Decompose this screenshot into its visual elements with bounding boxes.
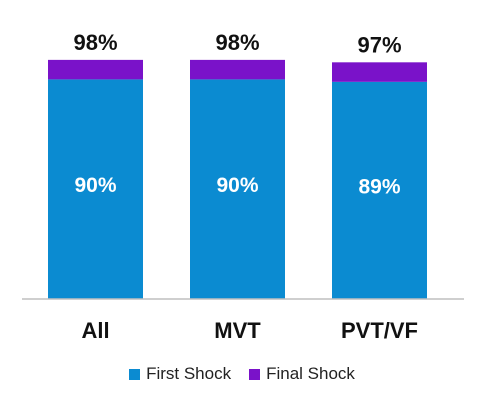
data-label-first-shock-pvt-vf: 89% (358, 175, 400, 198)
bar-first-shock-all (48, 79, 143, 300)
data-label-first-shock-all: 90% (74, 174, 116, 197)
category-label-all: All (81, 318, 109, 343)
legend-label-first-shock: First Shock (146, 364, 232, 383)
category-label-pvt-vf: PVT/VF (341, 318, 418, 343)
legend-item-first-shock: First Shock (129, 364, 231, 384)
bar-final-shock-mvt (190, 59, 285, 80)
category-label-mvt: MVT (214, 318, 261, 343)
legend-swatch-first-shock (129, 368, 141, 380)
total-label-all: 98% (73, 30, 117, 55)
bar-first-shock-pvt-vf (332, 81, 427, 299)
bar-final-shock-all (48, 59, 143, 80)
legend-swatch-final-shock (249, 368, 261, 380)
bar-final-shock-pvt-vf (332, 62, 427, 82)
legend-item-final-shock: Final Shock (249, 364, 355, 384)
bars-group (48, 59, 427, 300)
legend: First Shock Final Shock (0, 364, 484, 384)
labels-group: 90% 98% All 90% 98% MVT 89% 97% PVT/VF (73, 30, 418, 343)
bar-first-shock-mvt (190, 79, 285, 300)
legend-label-final-shock: Final Shock (266, 364, 355, 383)
data-label-first-shock-mvt: 90% (216, 174, 258, 197)
total-label-mvt: 98% (215, 30, 259, 55)
stacked-bar-chart: 90% 98% All 90% 98% MVT 89% 97% PVT/VF (22, 30, 464, 343)
total-label-pvt-vf: 97% (357, 32, 401, 57)
